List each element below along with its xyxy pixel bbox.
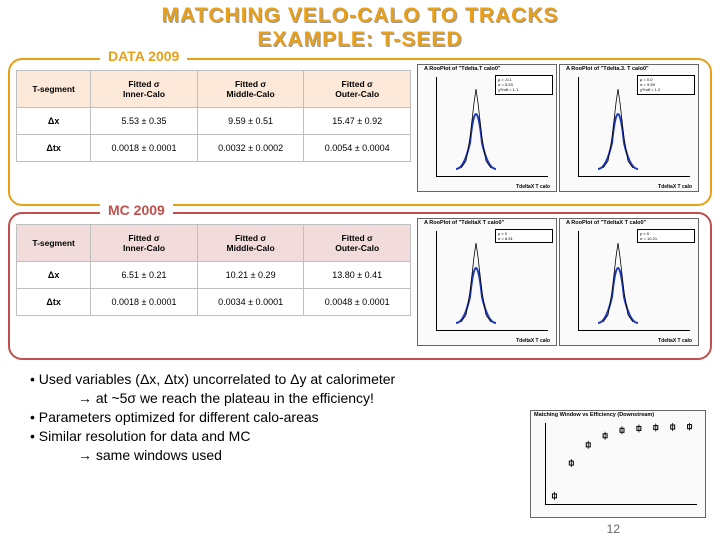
mc-panel-label: MC 2009 — [100, 202, 173, 218]
cell: 13.80 ± 0.41 — [304, 262, 411, 289]
gaussian-curve — [454, 83, 498, 171]
cell: 0.0034 ± 0.0001 — [197, 289, 304, 316]
cell: 0.0048 ± 0.0001 — [304, 289, 411, 316]
eff-curve — [546, 423, 698, 505]
cell: 0.0054 ± 0.0004 — [304, 135, 411, 162]
cell: 5.53 ± 0.35 — [91, 108, 198, 135]
fit-stats-box: μ = -0.1σ = 5.53χ²/ndf = 1.1 — [495, 75, 553, 95]
data-plots: A RooPlot of "Tdelta.T calo0" μ = -0.1σ … — [417, 64, 699, 192]
gaussian-curve — [454, 237, 498, 325]
data-table: T-segment Fitted σInner-Calo Fitted σMid… — [16, 70, 411, 162]
col-header: T-segment — [17, 225, 91, 262]
data-panel: DATA 2009 T-segment Fitted σInner-Calo F… — [8, 58, 712, 206]
cell: 0.0032 ± 0.0002 — [197, 135, 304, 162]
mc-panel: MC 2009 T-segment Fitted σInner-Calo Fit… — [8, 212, 712, 360]
plot-title: A RooPlot of "Tdelta.T calo0" — [424, 66, 501, 72]
col-header: Fitted σInner-Calo — [91, 71, 198, 108]
mc-table: T-segment Fitted σInner-Calo Fitted σMid… — [16, 224, 411, 316]
col-header: T-segment — [17, 71, 91, 108]
mc-plots: A RooPlot of "TdeltaX T calo0" μ ≈ 0σ = … — [417, 218, 699, 346]
gaussian-curve — [596, 237, 640, 325]
title-line-1: MATCHING VELO-CALO TO TRACKS — [0, 4, 720, 28]
col-header: Fitted σOuter-Calo — [304, 71, 411, 108]
efficiency-plot: Matching Window vs Efficiency (Downstrea… — [530, 410, 706, 518]
fit-stats-box: μ ≈ 0σ = 10.21 — [637, 229, 695, 243]
table-row: Δx 5.53 ± 0.35 9.59 ± 0.51 15.47 ± 0.92 — [17, 108, 411, 135]
plot-title: A RooPlot of "TdeltaX T calo0" — [424, 220, 504, 226]
bullet-sub: → at ~5σ we reach the plateau in the eff… — [30, 389, 690, 408]
plot-xlabel: TdeltaX T calo — [658, 338, 692, 344]
slide-title: MATCHING VELO-CALO TO TRACKS EXAMPLE: T-… — [0, 0, 720, 54]
fit-plot: A RooPlot of "Tdelta.3. T calo0" μ = 0.0… — [559, 64, 699, 192]
data-panel-label: DATA 2009 — [100, 48, 187, 64]
row-label: Δtx — [17, 289, 91, 316]
fit-stats-box: μ ≈ 0σ = 6.51 — [495, 229, 553, 243]
cell: 0.0018 ± 0.0001 — [91, 289, 198, 316]
plot-title: A RooPlot of "Tdelta.3. T calo0" — [566, 66, 649, 72]
col-header: Fitted σOuter-Calo — [304, 225, 411, 262]
fit-stats-box: μ = 0.0σ = 9.59χ²/ndf = 1.2 — [637, 75, 695, 95]
cell: 6.51 ± 0.21 — [91, 262, 198, 289]
plot-xlabel: TdeltaX T calo — [516, 338, 550, 344]
plot-title: A RooPlot of "TdeltaX T calo0" — [566, 220, 646, 226]
row-label: Δx — [17, 108, 91, 135]
table-row: Δtx 0.0018 ± 0.0001 0.0032 ± 0.0002 0.00… — [17, 135, 411, 162]
fit-plot: A RooPlot of "TdeltaX T calo0" μ ≈ 0σ = … — [559, 218, 699, 346]
row-label: Δtx — [17, 135, 91, 162]
cell: 0.0018 ± 0.0001 — [91, 135, 198, 162]
col-header: Fitted σInner-Calo — [91, 225, 198, 262]
fit-plot: A RooPlot of "Tdelta.T calo0" μ = -0.1σ … — [417, 64, 557, 192]
cell: 9.59 ± 0.51 — [197, 108, 304, 135]
col-header: Fitted σMiddle-Calo — [197, 71, 304, 108]
table-header-row: T-segment Fitted σInner-Calo Fitted σMid… — [17, 71, 411, 108]
plot-xlabel: TdeltaX T calo — [516, 184, 550, 190]
slide-number: 12 — [607, 522, 620, 536]
eff-plot-area — [545, 423, 697, 505]
cell: 10.21 ± 0.29 — [197, 262, 304, 289]
table-row: Δtx 0.0018 ± 0.0001 0.0034 ± 0.0001 0.00… — [17, 289, 411, 316]
fit-plot: A RooPlot of "TdeltaX T calo0" μ ≈ 0σ = … — [417, 218, 557, 346]
table-header-row: T-segment Fitted σInner-Calo Fitted σMid… — [17, 225, 411, 262]
gaussian-curve — [596, 83, 640, 171]
plot-xlabel: TdeltaX T calo — [658, 184, 692, 190]
cell: 15.47 ± 0.92 — [304, 108, 411, 135]
table-row: Δx 6.51 ± 0.21 10.21 ± 0.29 13.80 ± 0.41 — [17, 262, 411, 289]
col-header: Fitted σMiddle-Calo — [197, 225, 304, 262]
eff-plot-title: Matching Window vs Efficiency (Downstrea… — [531, 411, 705, 419]
bullet: • Used variables (Δx, Δtx) uncorrelated … — [30, 370, 690, 389]
row-label: Δx — [17, 262, 91, 289]
